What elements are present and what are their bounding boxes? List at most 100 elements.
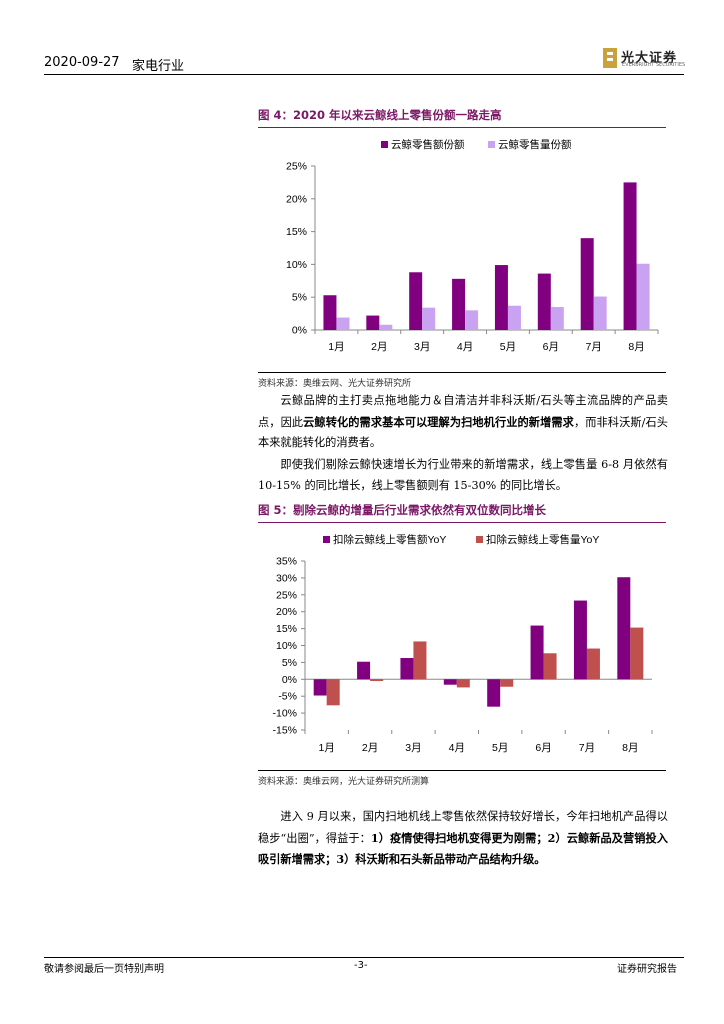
fig4-legend-label: 云鲸零售量份额 [498,138,572,151]
figure4-title-rule [258,127,666,128]
fig5-bar-series2 [586,648,600,680]
logo-mark-icon [603,48,617,68]
paragraph-1-text: 云鲸品牌的主打卖点拖地能力＆自清洁并非科沃斯/石头等主流品牌的产品卖点，因此 [258,394,668,429]
fig4-bar-series1 [494,265,508,330]
fig5-y-tick-label: 10% [276,640,297,652]
fig4-bar-series2 [379,324,393,330]
figure5-source-rule [258,770,666,771]
fig5-y-tick-label: 5% [282,657,297,669]
fig5-legend-swatch [476,536,483,543]
fig5-legend-label: 扣除云鲸线上零售量YoY [486,533,599,546]
fig5-y-tick-label: 20% [276,606,297,618]
fig5-bar-series2 [326,679,340,706]
fig5-bar-series1 [313,679,327,696]
figure5-title-rule [258,522,666,523]
fig4-category-label: 8月 [628,341,644,353]
fig5-category-label: 8月 [622,742,638,754]
fig4-y-tick-label: 15% [286,226,307,238]
fig5-bar-series2 [456,679,470,688]
fig4-bar-series2 [550,307,564,330]
fig5-category-label: 3月 [405,742,421,754]
fig4-bar-series2 [422,307,436,330]
fig4-bar-series2 [336,317,350,330]
fig4-bar-series1 [409,272,423,330]
fig4-bar-series1 [452,278,466,330]
fig5-category-label: 2月 [362,742,378,754]
fig5-bar-series1 [357,661,371,680]
fig4-bar-series2 [636,263,650,330]
fig4-y-tick-label: 20% [286,193,307,205]
fig5-bar-series1 [617,577,631,680]
fig5-y-tick-label: -10% [272,708,297,720]
industry-label: 家电行业 [132,59,185,74]
paragraph-1-emphasis: 云鲸转化的需求基本可以理解为扫地机行业的新增需求 [303,414,574,429]
figure4-source-rule [258,372,666,373]
fig4-legend-swatch [381,141,388,148]
fig4-category-label: 6月 [543,341,559,353]
fig5-y-tick-label: -15% [272,725,297,737]
fig5-bar-series1 [487,679,501,707]
figure5-chart: -15% -10% -5% 0% 5% 10% 15% 20% 25% 30% 35% 1月 2月 3月 4… [272,533,653,754]
fig5-category-label: 4月 [449,742,465,754]
paragraph-3: 进入 9 月以来，国内扫地机线上零售依然保持较好增长，今年扫地机产品得以稳步“出… [258,807,668,871]
fig4-category-label: 3月 [414,341,430,353]
fig5-category-label: 7月 [579,742,595,754]
paragraph-2-text: 即使我们剔除云鲸快速增长为行业带来的新增需求，线上零售量 6-8 月依然有 10… [258,458,668,492]
fig5-y-tick-label: 35% [276,556,297,568]
fig5-category-label: 6月 [535,742,551,754]
fig4-y-tick-label: 10% [286,259,307,271]
logo-name: 光大证券 [621,51,678,66]
figure4-chart: 0% 5% 10% 15% 20% 25% 1月 2月 3月 4月 5月 6月 7月 8月 云鲸零售额份额 云… [286,138,659,353]
fig5-y-tick-label: -5% [278,691,297,703]
figure5-title: 图 5：剔除云鲸的增量后行业需求依然有双位数同比增长 [258,503,547,517]
fig4-bar-series1 [623,182,637,330]
fig4-bar-series2 [465,310,479,330]
logo-english: EVERBRIGHT SECURITIES [622,62,686,68]
footer-report-type: 证券研究报告 [617,964,677,975]
fig4-legend-label: 云鲸零售额份额 [391,138,465,151]
fig5-y-tick-label: 15% [276,623,297,635]
paragraph-1-tail: ，而非科沃斯/石头本来就能转化的消费者。 [258,415,668,450]
fig4-y-tick-label: 25% [286,161,307,173]
fig4-y-tick-label: 5% [292,292,307,304]
fig4-bar-series2 [507,305,521,330]
fig4-bar-series1 [366,315,380,330]
paragraph-3-text: 进入 9 月以来，国内扫地机线上零售依然保持较好增长，今年扫地机产品得以稳步“出… [258,810,668,845]
fig4-bar-series1 [537,273,551,330]
fig5-y-tick-label: 30% [276,572,297,584]
fig4-bar-series1 [323,295,337,330]
fig5-category-label: 1月 [319,742,335,754]
fig5-bar-series2 [500,679,514,687]
fig4-category-label: 2月 [371,341,387,353]
fig5-bar-series1 [400,658,414,680]
figure4-title: 图 4：2020 年以来云鲸线上零售份额一路走高 [258,108,502,122]
fig5-bar-series1 [530,625,544,680]
header-rule [44,74,684,75]
fig5-bar-series2 [370,679,384,681]
fig5-y-tick-label: 25% [276,589,297,601]
fig4-category-label: 7月 [586,341,602,353]
fig5-legend-label: 扣除云鲸线上零售额YoY [333,533,446,546]
company-logo: 光大证券 EVERBRIGHT SECURITIES [603,47,685,71]
paragraph-2: 即使我们剔除云鲸快速增长为行业带来的新增需求，线上零售量 6-8 月依然有 10… [258,455,668,496]
page-number: -3- [354,960,368,971]
fig4-category-label: 1月 [328,341,344,353]
fig5-category-label: 5月 [492,742,508,754]
fig4-category-label: 5月 [500,341,516,353]
footer-rule [44,957,684,958]
fig5-bar-series1 [443,679,457,685]
figure4-source: 资料来源：奥维云网、光大证券研究所 [258,379,412,389]
paragraph-3-emphasis: 1）疫情使得扫地机变得更为刚需；2）云鲸新品及营销投入吸引新增需求；3）科沃斯和… [258,830,668,867]
fig5-bar-series2 [630,627,644,680]
fig4-bar-series1 [580,238,594,330]
fig5-y-tick-label: 0% [282,674,297,686]
report-date: 2020-09-27 [44,55,120,70]
fig4-bar-series2 [593,296,607,330]
fig5-legend-swatch [323,536,330,543]
paragraph-1: 云鲸品牌的主打卖点拖地能力＆自清洁并非科沃斯/石头等主流品牌的产品卖点，因此云鲸… [258,391,668,454]
figure5-source: 资料来源：奥维云网，光大证券研究所测算 [258,777,430,787]
fig4-y-tick-label: 0% [292,325,307,337]
fig5-bar-series2 [543,653,557,680]
fig4-legend-swatch [488,141,495,148]
fig5-bar-series2 [413,641,427,680]
